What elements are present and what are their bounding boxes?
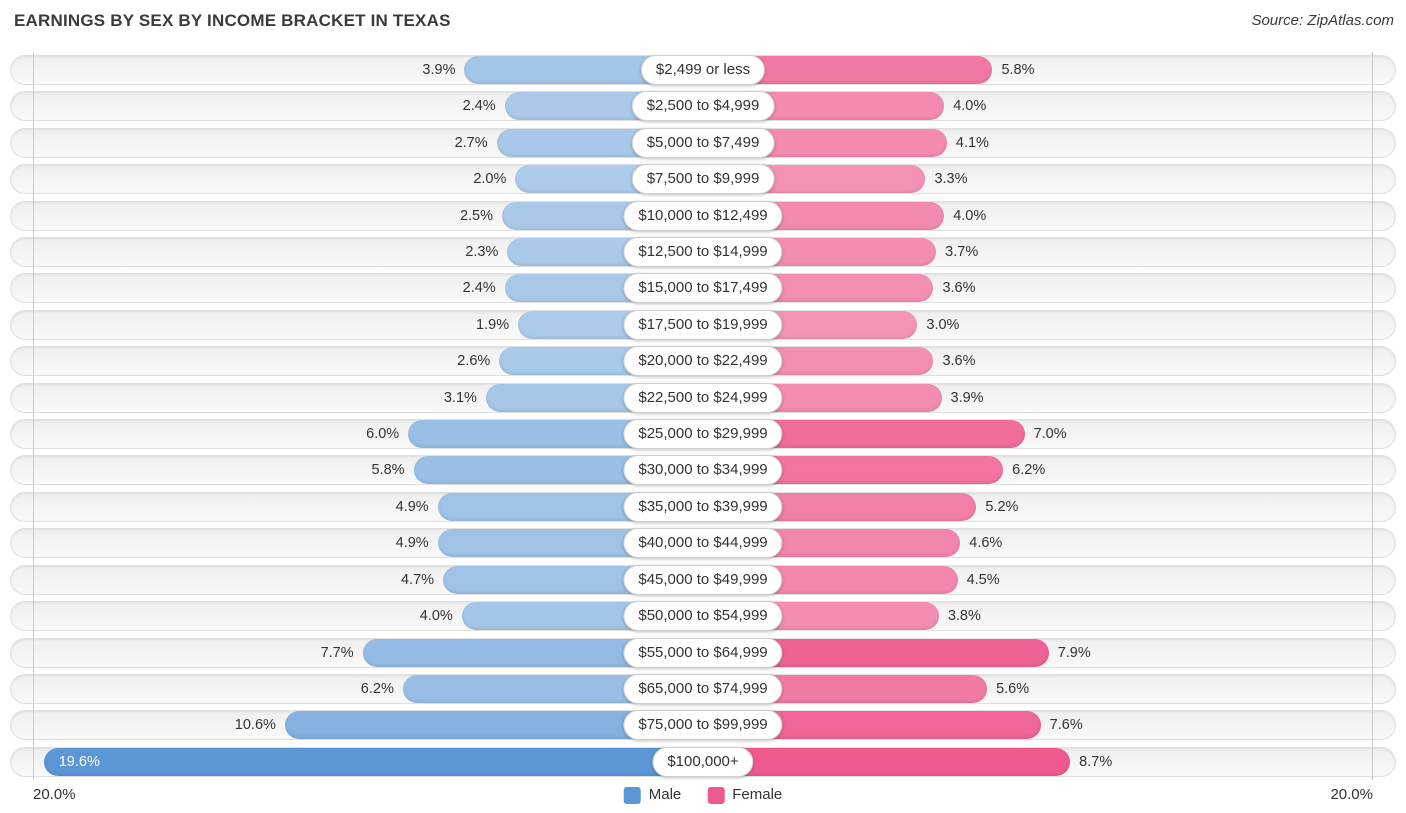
right-axis-gridline <box>1372 52 1373 780</box>
income-bracket-label: $50,000 to $54,999 <box>623 601 783 632</box>
male-value-label: 2.4% <box>462 98 496 115</box>
income-bracket-row: 19.6% 8.7% $100,000+ <box>10 746 1396 777</box>
income-bracket-label: $5,000 to $7,499 <box>631 127 775 158</box>
x-axis-max-left-label: 20.0% <box>33 786 76 803</box>
female-value-label: 3.3% <box>934 171 968 188</box>
male-bar <box>43 747 703 776</box>
female-value-label: 7.6% <box>1049 717 1083 734</box>
male-value-label: 3.9% <box>422 62 456 78</box>
chart-title: EARNINGS BY SEX BY INCOME BRACKET IN TEX… <box>14 11 451 30</box>
income-bracket-label: $7,500 to $9,999 <box>631 164 775 195</box>
income-bracket-label: $2,499 or less <box>640 55 766 85</box>
income-bracket-row: 2.4% 4.0% $2,500 to $4,999 <box>10 91 1396 122</box>
income-bracket-row: 6.0% 7.0% $25,000 to $29,999 <box>10 419 1396 450</box>
female-value-label: 4.1% <box>955 134 989 151</box>
income-bracket-label: $2,500 to $4,999 <box>631 91 775 122</box>
male-value-label: 4.9% <box>395 535 429 552</box>
income-bracket-label: $100,000+ <box>652 746 754 777</box>
female-value-label: 5.2% <box>985 498 1019 515</box>
income-bracket-row: 3.9% 5.8% $2,499 or less <box>10 55 1396 85</box>
income-bracket-row: 3.1% 3.9% $22,500 to $24,999 <box>10 382 1396 413</box>
male-value-label: 2.5% <box>459 207 493 224</box>
income-bracket-row: 2.7% 4.1% $5,000 to $7,499 <box>10 127 1396 158</box>
income-bracket-label: $30,000 to $34,999 <box>623 455 783 486</box>
female-legend-swatch <box>707 786 725 804</box>
income-bracket-row: 4.9% 4.6% $40,000 to $44,999 <box>10 528 1396 559</box>
male-value-label: 10.6% <box>234 717 276 734</box>
legend-item-male: Male <box>623 783 682 807</box>
male-value-label: 5.8% <box>371 462 405 479</box>
income-bracket-row: 2.0% 3.3% $7,500 to $9,999 <box>10 164 1396 195</box>
income-bracket-row: 4.9% 5.2% $35,000 to $39,999 <box>10 491 1396 522</box>
male-value-label: 19.6% <box>58 753 100 770</box>
income-bracket-label: $75,000 to $99,999 <box>623 710 783 741</box>
chart-footer: 20.0% 20.0% Male Female <box>10 783 1396 807</box>
income-bracket-label: $45,000 to $49,999 <box>623 564 783 595</box>
male-value-label: 6.0% <box>366 426 400 443</box>
male-value-label: 3.1% <box>443 389 477 406</box>
income-bracket-label: $17,500 to $19,999 <box>623 309 783 340</box>
male-value-label: 1.9% <box>476 316 510 333</box>
income-bracket-row: 1.9% 3.0% $17,500 to $19,999 <box>10 309 1396 340</box>
female-value-label: 3.9% <box>950 389 984 406</box>
female-value-label: 7.0% <box>1033 426 1067 443</box>
female-value-label: 7.9% <box>1057 644 1091 661</box>
income-bracket-label: $20,000 to $22,499 <box>623 346 783 377</box>
female-value-label: 3.0% <box>926 316 960 333</box>
male-value-label: 2.6% <box>457 353 491 370</box>
female-value-label: 4.6% <box>969 535 1003 552</box>
income-bracket-label: $25,000 to $29,999 <box>623 419 783 450</box>
income-bracket-row: 2.5% 4.0% $10,000 to $12,499 <box>10 200 1396 231</box>
female-value-label: 3.6% <box>942 280 976 297</box>
income-bracket-row: 4.7% 4.5% $45,000 to $49,999 <box>10 564 1396 595</box>
income-bracket-label: $35,000 to $39,999 <box>623 491 783 522</box>
income-bracket-label: $10,000 to $12,499 <box>623 200 783 231</box>
chart-area: 3.9% 5.8% $2,499 or less 2.4% 4.0% $2,500 to … <box>10 52 1396 780</box>
legend: Male Female <box>623 783 782 807</box>
female-value-label: 4.0% <box>953 207 987 224</box>
income-bracket-row: 2.6% 3.6% $20,000 to $22,499 <box>10 346 1396 377</box>
bar-rows: 3.9% 5.8% $2,499 or less 2.4% 4.0% $2,500 to … <box>10 55 1396 777</box>
x-axis-max-right-label: 20.0% <box>1330 786 1373 803</box>
female-value-label: 5.8% <box>1001 62 1035 78</box>
female-value-label: 5.6% <box>996 680 1030 697</box>
income-bracket-row: 2.4% 3.6% $15,000 to $17,499 <box>10 273 1396 304</box>
legend-item-female: Female <box>707 783 782 807</box>
income-bracket-label: $55,000 to $64,999 <box>623 637 783 668</box>
chart-header: EARNINGS BY SEX BY INCOME BRACKET IN TEX… <box>0 0 1406 44</box>
income-bracket-label: $22,500 to $24,999 <box>623 382 783 413</box>
income-bracket-row: 7.7% 7.9% $55,000 to $64,999 <box>10 637 1396 668</box>
female-value-label: 8.7% <box>1079 753 1113 770</box>
income-bracket-row: 2.3% 3.7% $12,500 to $14,999 <box>10 237 1396 268</box>
male-value-label: 6.2% <box>360 680 394 697</box>
income-bracket-label: $65,000 to $74,999 <box>623 673 783 704</box>
female-bar <box>703 747 1071 776</box>
male-value-label: 7.7% <box>320 644 354 661</box>
income-bracket-row: 5.8% 6.2% $30,000 to $34,999 <box>10 455 1396 486</box>
income-bracket-label: $40,000 to $44,999 <box>623 528 783 559</box>
female-value-label: 3.8% <box>947 608 981 625</box>
male-legend-label: Male <box>648 786 682 803</box>
left-axis-gridline <box>33 52 34 780</box>
male-value-label: 2.3% <box>465 244 499 261</box>
female-value-label: 4.5% <box>966 571 1000 588</box>
male-value-label: 4.7% <box>400 571 435 588</box>
female-value-label: 3.6% <box>942 353 976 370</box>
male-value-label: 4.0% <box>419 608 453 625</box>
female-value-label: 6.2% <box>1012 462 1046 479</box>
income-bracket-label: $15,000 to $17,499 <box>623 273 783 304</box>
female-value-label: 3.7% <box>945 244 979 261</box>
female-value-label: 4.0% <box>953 98 987 115</box>
income-bracket-row: 6.2% 5.6% $65,000 to $74,999 <box>10 673 1396 704</box>
income-bracket-label: $12,500 to $14,999 <box>623 237 783 268</box>
male-value-label: 2.7% <box>454 134 488 151</box>
income-bracket-row: 10.6% 7.6% $75,000 to $99,999 <box>10 710 1396 741</box>
source-attribution: Source: ZipAtlas.com <box>1251 12 1394 29</box>
male-value-label: 2.4% <box>462 280 496 297</box>
male-value-label: 4.9% <box>395 498 429 515</box>
male-legend-swatch <box>623 786 641 804</box>
female-legend-label: Female <box>732 786 783 803</box>
income-bracket-row: 4.0% 3.8% $50,000 to $54,999 <box>10 601 1396 632</box>
male-value-label: 2.0% <box>473 171 507 188</box>
